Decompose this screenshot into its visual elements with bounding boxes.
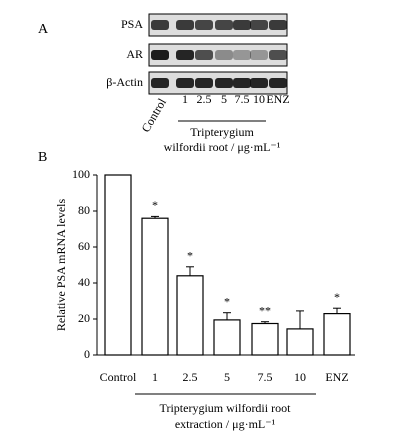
lane-label: 1 bbox=[182, 92, 188, 106]
x-tick-label: 2.5 bbox=[183, 370, 198, 384]
y-tick-label: 80 bbox=[78, 203, 90, 217]
significance: * bbox=[152, 198, 158, 212]
bar bbox=[213, 319, 241, 356]
y-tick-label: 100 bbox=[72, 167, 90, 181]
x-tick-label: Control bbox=[100, 370, 137, 384]
y-tick-label: 40 bbox=[78, 275, 90, 289]
treatment-label: wilfordii root / μg·mL⁻¹ bbox=[164, 140, 281, 154]
blot-band bbox=[233, 50, 251, 60]
blot-label: PSA bbox=[121, 17, 143, 31]
blot-band bbox=[176, 50, 194, 60]
lane-label: ENZ bbox=[266, 92, 289, 106]
blot-label: β-Actin bbox=[106, 75, 143, 89]
y-tick-label: 20 bbox=[78, 311, 90, 325]
x-tick-label: ENZ bbox=[325, 370, 348, 384]
y-tick-label: 60 bbox=[78, 239, 90, 253]
blot-band bbox=[250, 20, 268, 30]
blot-band bbox=[250, 78, 268, 88]
treatment-label: Tripterygium bbox=[190, 125, 254, 139]
blot-band bbox=[215, 20, 233, 30]
significance: * bbox=[187, 249, 193, 263]
x-tick-label: 5 bbox=[224, 370, 230, 384]
blot-band bbox=[176, 78, 194, 88]
significance: * bbox=[224, 294, 230, 308]
x-axis-label: extraction / μg·mL⁻¹ bbox=[175, 417, 276, 431]
bar bbox=[141, 217, 169, 356]
blot-band bbox=[151, 50, 169, 60]
significance: ** bbox=[259, 303, 271, 317]
blot-band bbox=[215, 50, 233, 60]
bar bbox=[104, 174, 132, 356]
x-tick-label: 1 bbox=[152, 370, 158, 384]
blot-band bbox=[195, 78, 213, 88]
lane-label: 2.5 bbox=[197, 92, 212, 106]
x-tick-label: 7.5 bbox=[258, 370, 273, 384]
blot-band bbox=[233, 20, 251, 30]
bar bbox=[176, 275, 204, 356]
bar bbox=[286, 328, 314, 356]
lane-label: 10 bbox=[253, 92, 265, 106]
blot-band bbox=[233, 78, 251, 88]
blot-band bbox=[269, 20, 287, 30]
y-tick-label: 0 bbox=[84, 347, 90, 361]
lane-label: 5 bbox=[221, 92, 227, 106]
blot-band bbox=[195, 20, 213, 30]
blot-band bbox=[215, 78, 233, 88]
lane-label: 7.5 bbox=[235, 92, 250, 106]
y-axis-label: Relative PSA mRNA levels bbox=[54, 199, 68, 332]
blot-band bbox=[250, 50, 268, 60]
blot-label: AR bbox=[126, 47, 143, 61]
blot-band bbox=[176, 20, 194, 30]
x-tick-label: 10 bbox=[294, 370, 306, 384]
blot-band bbox=[269, 78, 287, 88]
bar bbox=[323, 313, 351, 356]
blot-band bbox=[151, 20, 169, 30]
bar bbox=[251, 322, 279, 356]
panel-label: B bbox=[38, 150, 47, 165]
blot-band bbox=[195, 50, 213, 60]
significance: * bbox=[334, 290, 340, 304]
x-axis-label: Tripterygium wilfordii root bbox=[160, 401, 292, 415]
blot-band bbox=[269, 50, 287, 60]
panel-label: A bbox=[38, 22, 49, 37]
lane-label: Control bbox=[139, 95, 170, 134]
blot-band bbox=[151, 78, 169, 88]
